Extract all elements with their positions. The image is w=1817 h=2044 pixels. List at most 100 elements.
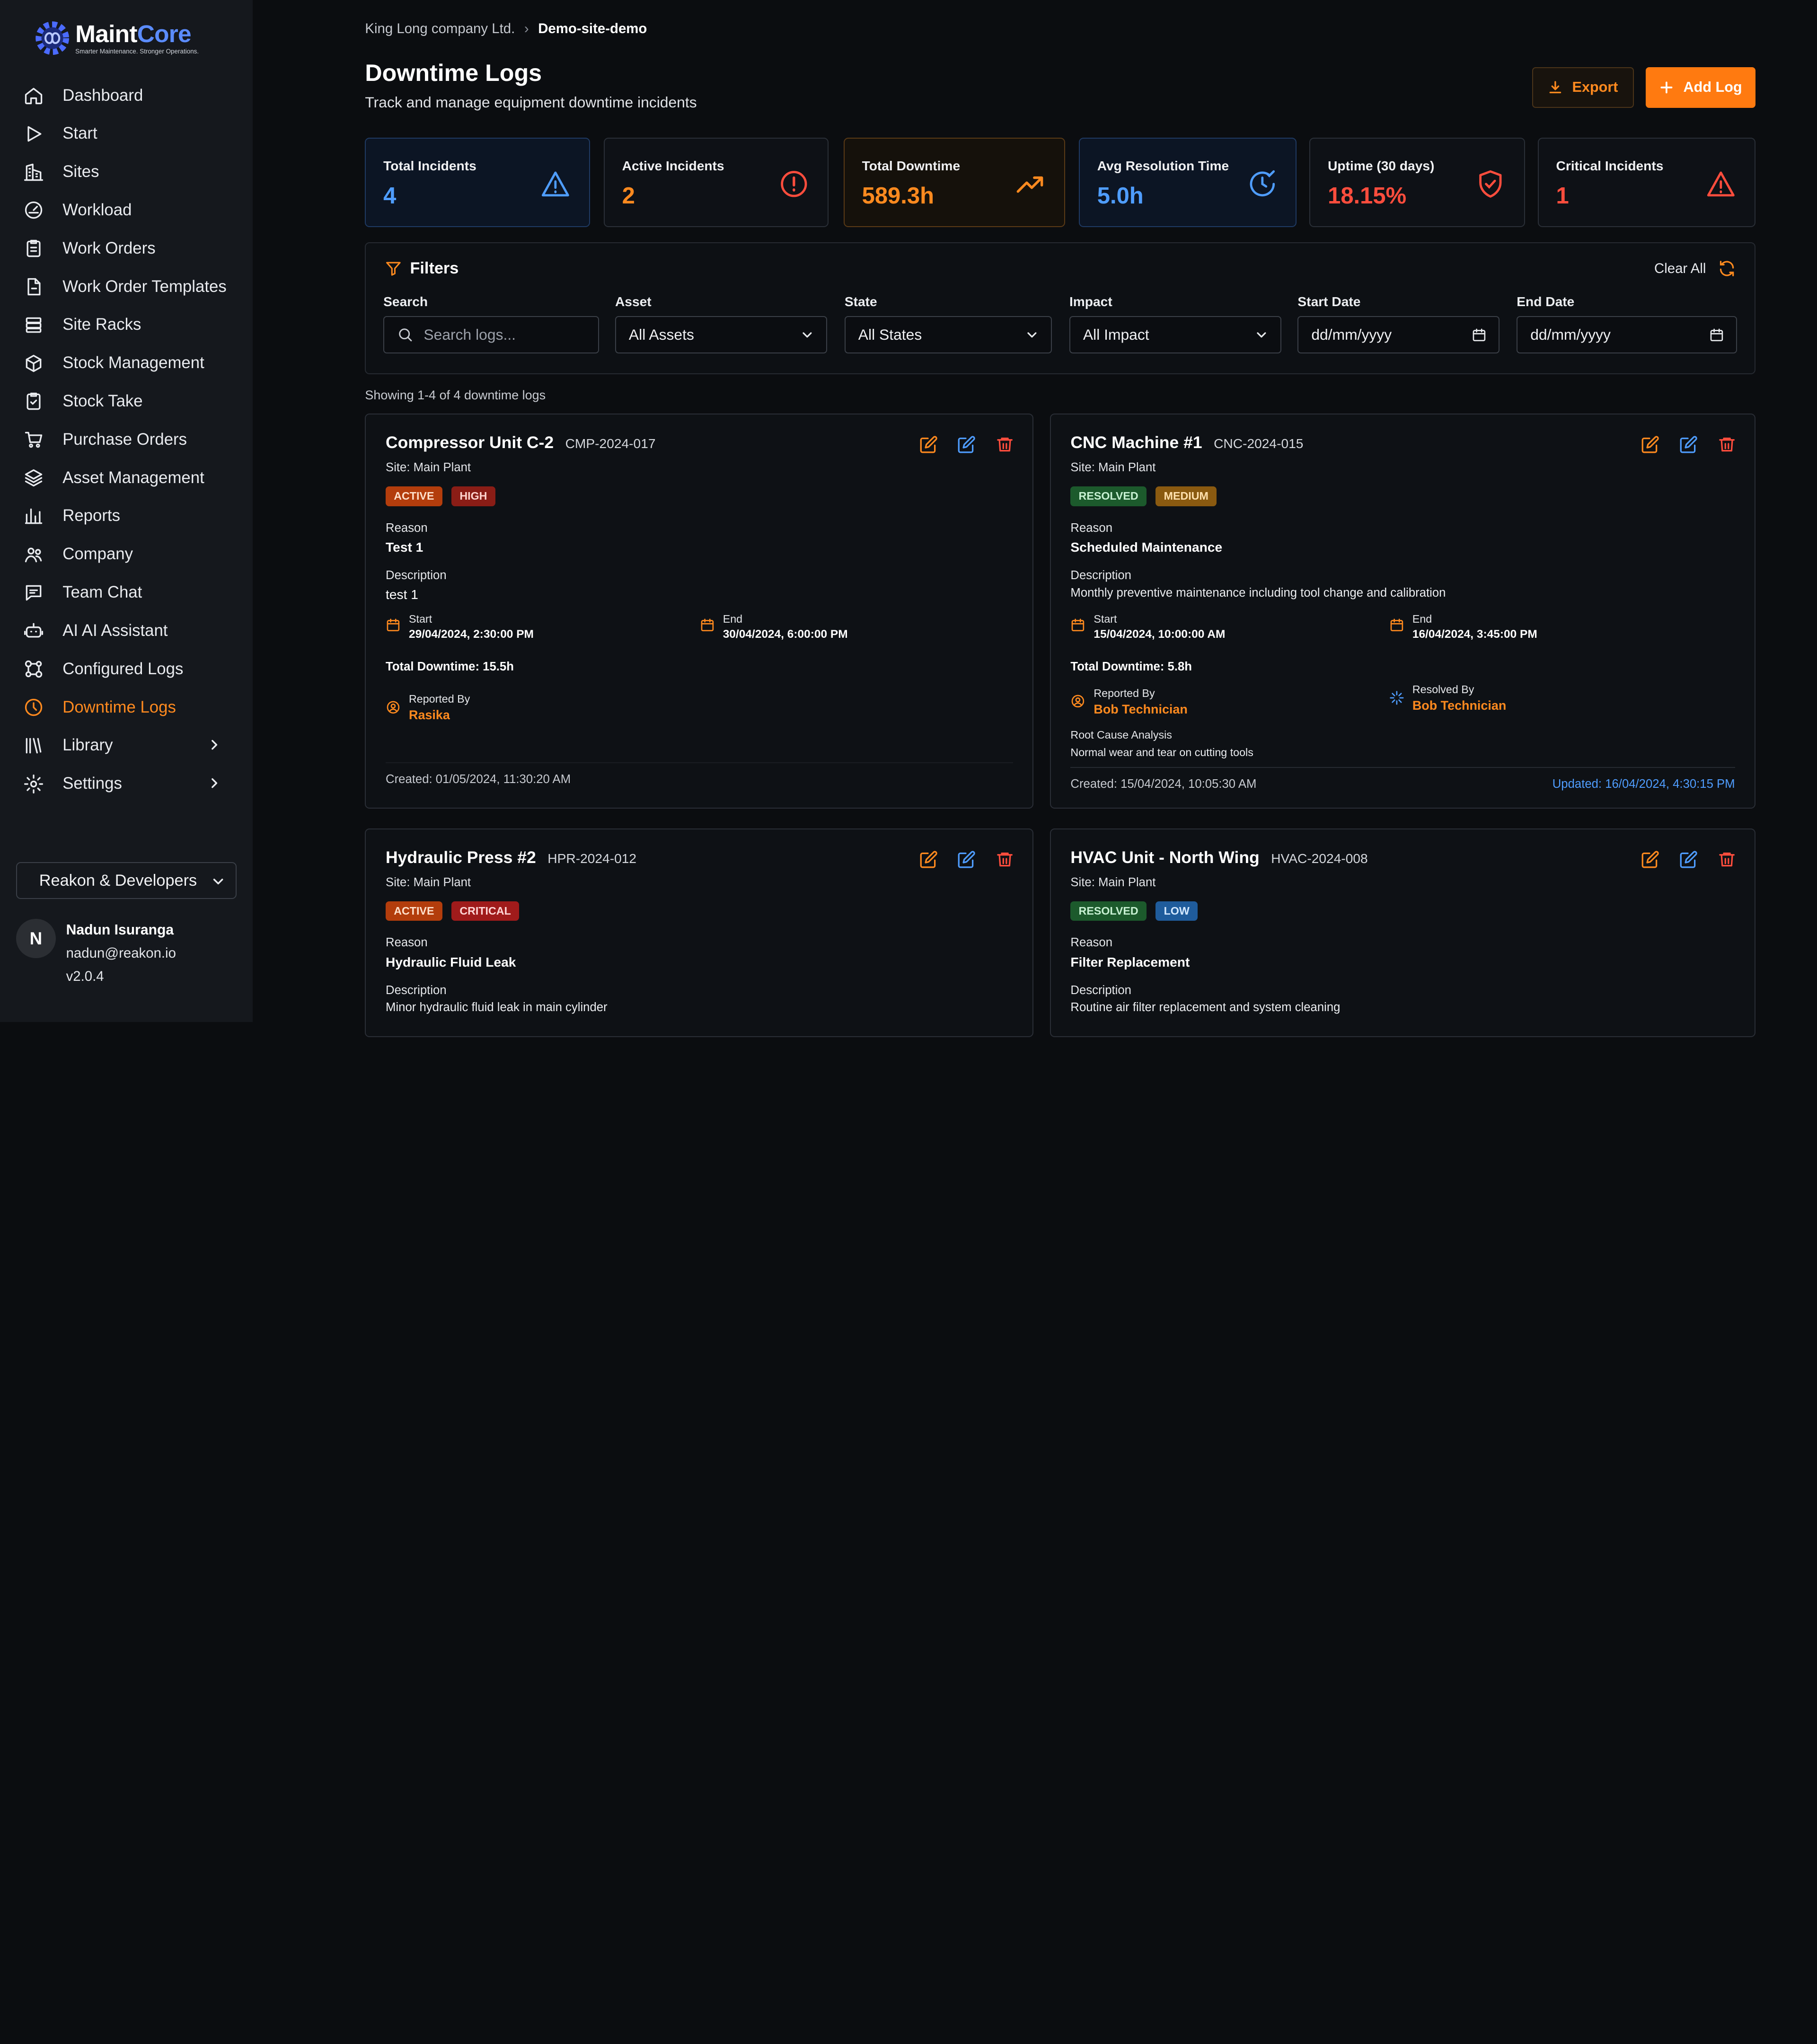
logo-name-part-2: Core [137, 20, 192, 48]
trash-icon[interactable] [996, 435, 1014, 454]
calendar-icon[interactable] [1709, 327, 1724, 343]
stat-label: Critical Incidents [1556, 159, 1664, 174]
updated-timestamp: Updated: 16/04/2024, 4:30:15 PM [1552, 777, 1735, 791]
clipboard-icon [26, 240, 41, 257]
start-date-input[interactable]: dd/mm/yyyy [1297, 316, 1499, 353]
sidebar-item-downtime-logs[interactable]: Downtime Logs [0, 688, 253, 727]
impact-badge: HIGH [451, 486, 495, 506]
edit-details-icon[interactable] [957, 435, 976, 454]
sidebar-item-team-chat[interactable]: Team Chat [0, 573, 253, 612]
export-button[interactable]: Export [1532, 67, 1634, 108]
calendar-icon [1070, 617, 1085, 633]
sidebar-item-workload[interactable]: Workload [0, 191, 253, 229]
asset-name: CNC Machine #1 [1070, 433, 1202, 452]
stat-total-downtime: Total Downtime 589.3h [843, 138, 1065, 227]
chevron-down-icon [1254, 327, 1269, 343]
sidebar-item-label: Asset Management [62, 468, 204, 487]
chevron-down-icon [800, 327, 815, 343]
end-date-label: End Date [1517, 294, 1575, 309]
sidebar-item-library[interactable]: Library [0, 726, 253, 765]
trash-icon[interactable] [1718, 850, 1736, 869]
filters-panel: Filters Clear All Search Search logs... … [365, 242, 1756, 374]
clock-icon [25, 698, 43, 716]
sidebar-item-stock-take[interactable]: Stock Take [0, 382, 253, 421]
reported-by: Reported By Bob Technician [1070, 687, 1188, 717]
results-count: Showing 1-4 of 4 downtime logs [365, 388, 546, 403]
breadcrumb-company[interactable]: King Long company Ltd. [365, 21, 515, 37]
start-date-label: Start Date [1297, 294, 1361, 309]
impact-label: Impact [1069, 294, 1112, 309]
search-placeholder: Search logs... [423, 326, 516, 343]
downtime-log-card: Hydraulic Press #2 HPR-2024-012 Site: Mai… [365, 828, 1034, 1037]
logo-tagline: Smarter Maintenance. Stronger Operations… [75, 48, 199, 55]
sidebar-item-label: Library [62, 736, 113, 755]
play-icon [27, 126, 42, 142]
start-label: Start [409, 613, 432, 626]
edit-icon[interactable] [1641, 435, 1659, 454]
state-badge: ACTIVE [386, 901, 442, 921]
impact-value: All Impact [1083, 326, 1149, 343]
edit-icon[interactable] [1641, 850, 1659, 869]
calendar-icon[interactable] [1472, 327, 1487, 343]
stat-value: 18.15% [1328, 183, 1407, 209]
organization-select[interactable]: Reakon & Developers [16, 862, 237, 899]
add-log-button[interactable]: Add Log [1645, 67, 1756, 108]
search-input[interactable]: Search logs... [383, 316, 599, 353]
state-select[interactable]: All States [844, 316, 1052, 353]
state-value: All States [858, 326, 922, 343]
reported-by-value[interactable]: Bob Technician [1094, 702, 1188, 716]
sidebar-item-work-order-templates[interactable]: Work Order Templates [0, 268, 253, 306]
impact-select[interactable]: All Impact [1069, 316, 1282, 353]
edit-icon[interactable] [919, 435, 938, 454]
reported-by-value[interactable]: Rasika [409, 707, 450, 722]
sidebar-item-work-orders[interactable]: Work Orders [0, 229, 253, 268]
asset-code: HPR-2024-012 [547, 851, 637, 866]
sidebar-item-dashboard[interactable]: Dashboard [0, 77, 253, 115]
impact-badge: MEDIUM [1155, 486, 1217, 506]
sidebar-item-sites[interactable]: Sites [0, 153, 253, 191]
user-profile[interactable]: N Nadun Isuranga nadun@reakon.io v2.0.4 [16, 919, 176, 988]
stat-value: 4 [383, 183, 397, 209]
building-icon [24, 163, 44, 181]
sidebar-item-reports[interactable]: Reports [0, 497, 253, 536]
reason-value: Scheduled Maintenance [1070, 539, 1223, 555]
add-log-label: Add Log [1683, 79, 1742, 96]
end-date-filter: End Date dd/mm/yyyy [1517, 294, 1737, 353]
sidebar-item-start[interactable]: Start [0, 115, 253, 153]
resolved-by-value[interactable]: Bob Technician [1412, 698, 1507, 713]
trash-icon[interactable] [996, 850, 1014, 869]
edit-icon[interactable] [919, 850, 938, 869]
gear-icon [24, 774, 44, 793]
site-label: Site: Main Plant [1070, 875, 1156, 889]
stat-value: 589.3h [862, 183, 935, 209]
app-logo[interactable]: MaintCore Smarter Maintenance. Stronger … [33, 18, 199, 58]
warning-icon [1707, 171, 1735, 197]
trash-icon[interactable] [1718, 435, 1736, 454]
sidebar-item-site-racks[interactable]: Site Racks [0, 306, 253, 344]
sidebar-item-label: Stock Take [62, 392, 143, 411]
breadcrumb-separator-icon: › [524, 21, 529, 37]
edit-details-icon[interactable] [1679, 435, 1698, 454]
sidebar-item-stock-management[interactable]: Stock Management [0, 344, 253, 382]
resolved-by: Resolved By Bob Technician [1389, 683, 1506, 713]
stat-label: Total Incidents [383, 159, 476, 174]
sidebar-item-settings[interactable]: Settings [0, 765, 253, 803]
stat-label: Active Incidents [622, 159, 724, 174]
sidebar-item-configured-logs[interactable]: Configured Logs [0, 650, 253, 688]
sidebar-item-asset-management[interactable]: Asset Management [0, 459, 253, 497]
clear-all-button[interactable]: Clear All [1654, 259, 1736, 278]
edit-details-icon[interactable] [1679, 850, 1698, 869]
asset-select[interactable]: All Assets [615, 316, 828, 353]
end-date-input[interactable]: dd/mm/yyyy [1517, 316, 1737, 353]
cart-icon [25, 432, 43, 448]
file-icon [27, 278, 41, 296]
user-icon [1070, 694, 1085, 709]
box-icon [26, 354, 42, 372]
reported-by-label: Reported By [1094, 687, 1155, 699]
sidebar-item-purchase-orders[interactable]: Purchase Orders [0, 421, 253, 459]
sidebar-item-company[interactable]: Company [0, 535, 253, 573]
edit-details-icon[interactable] [957, 850, 976, 869]
start-label: Start [1094, 613, 1117, 626]
reason-value: Filter Replacement [1070, 954, 1190, 969]
sidebar-item-ai-ai-assistant[interactable]: AI AI Assistant [0, 612, 253, 650]
